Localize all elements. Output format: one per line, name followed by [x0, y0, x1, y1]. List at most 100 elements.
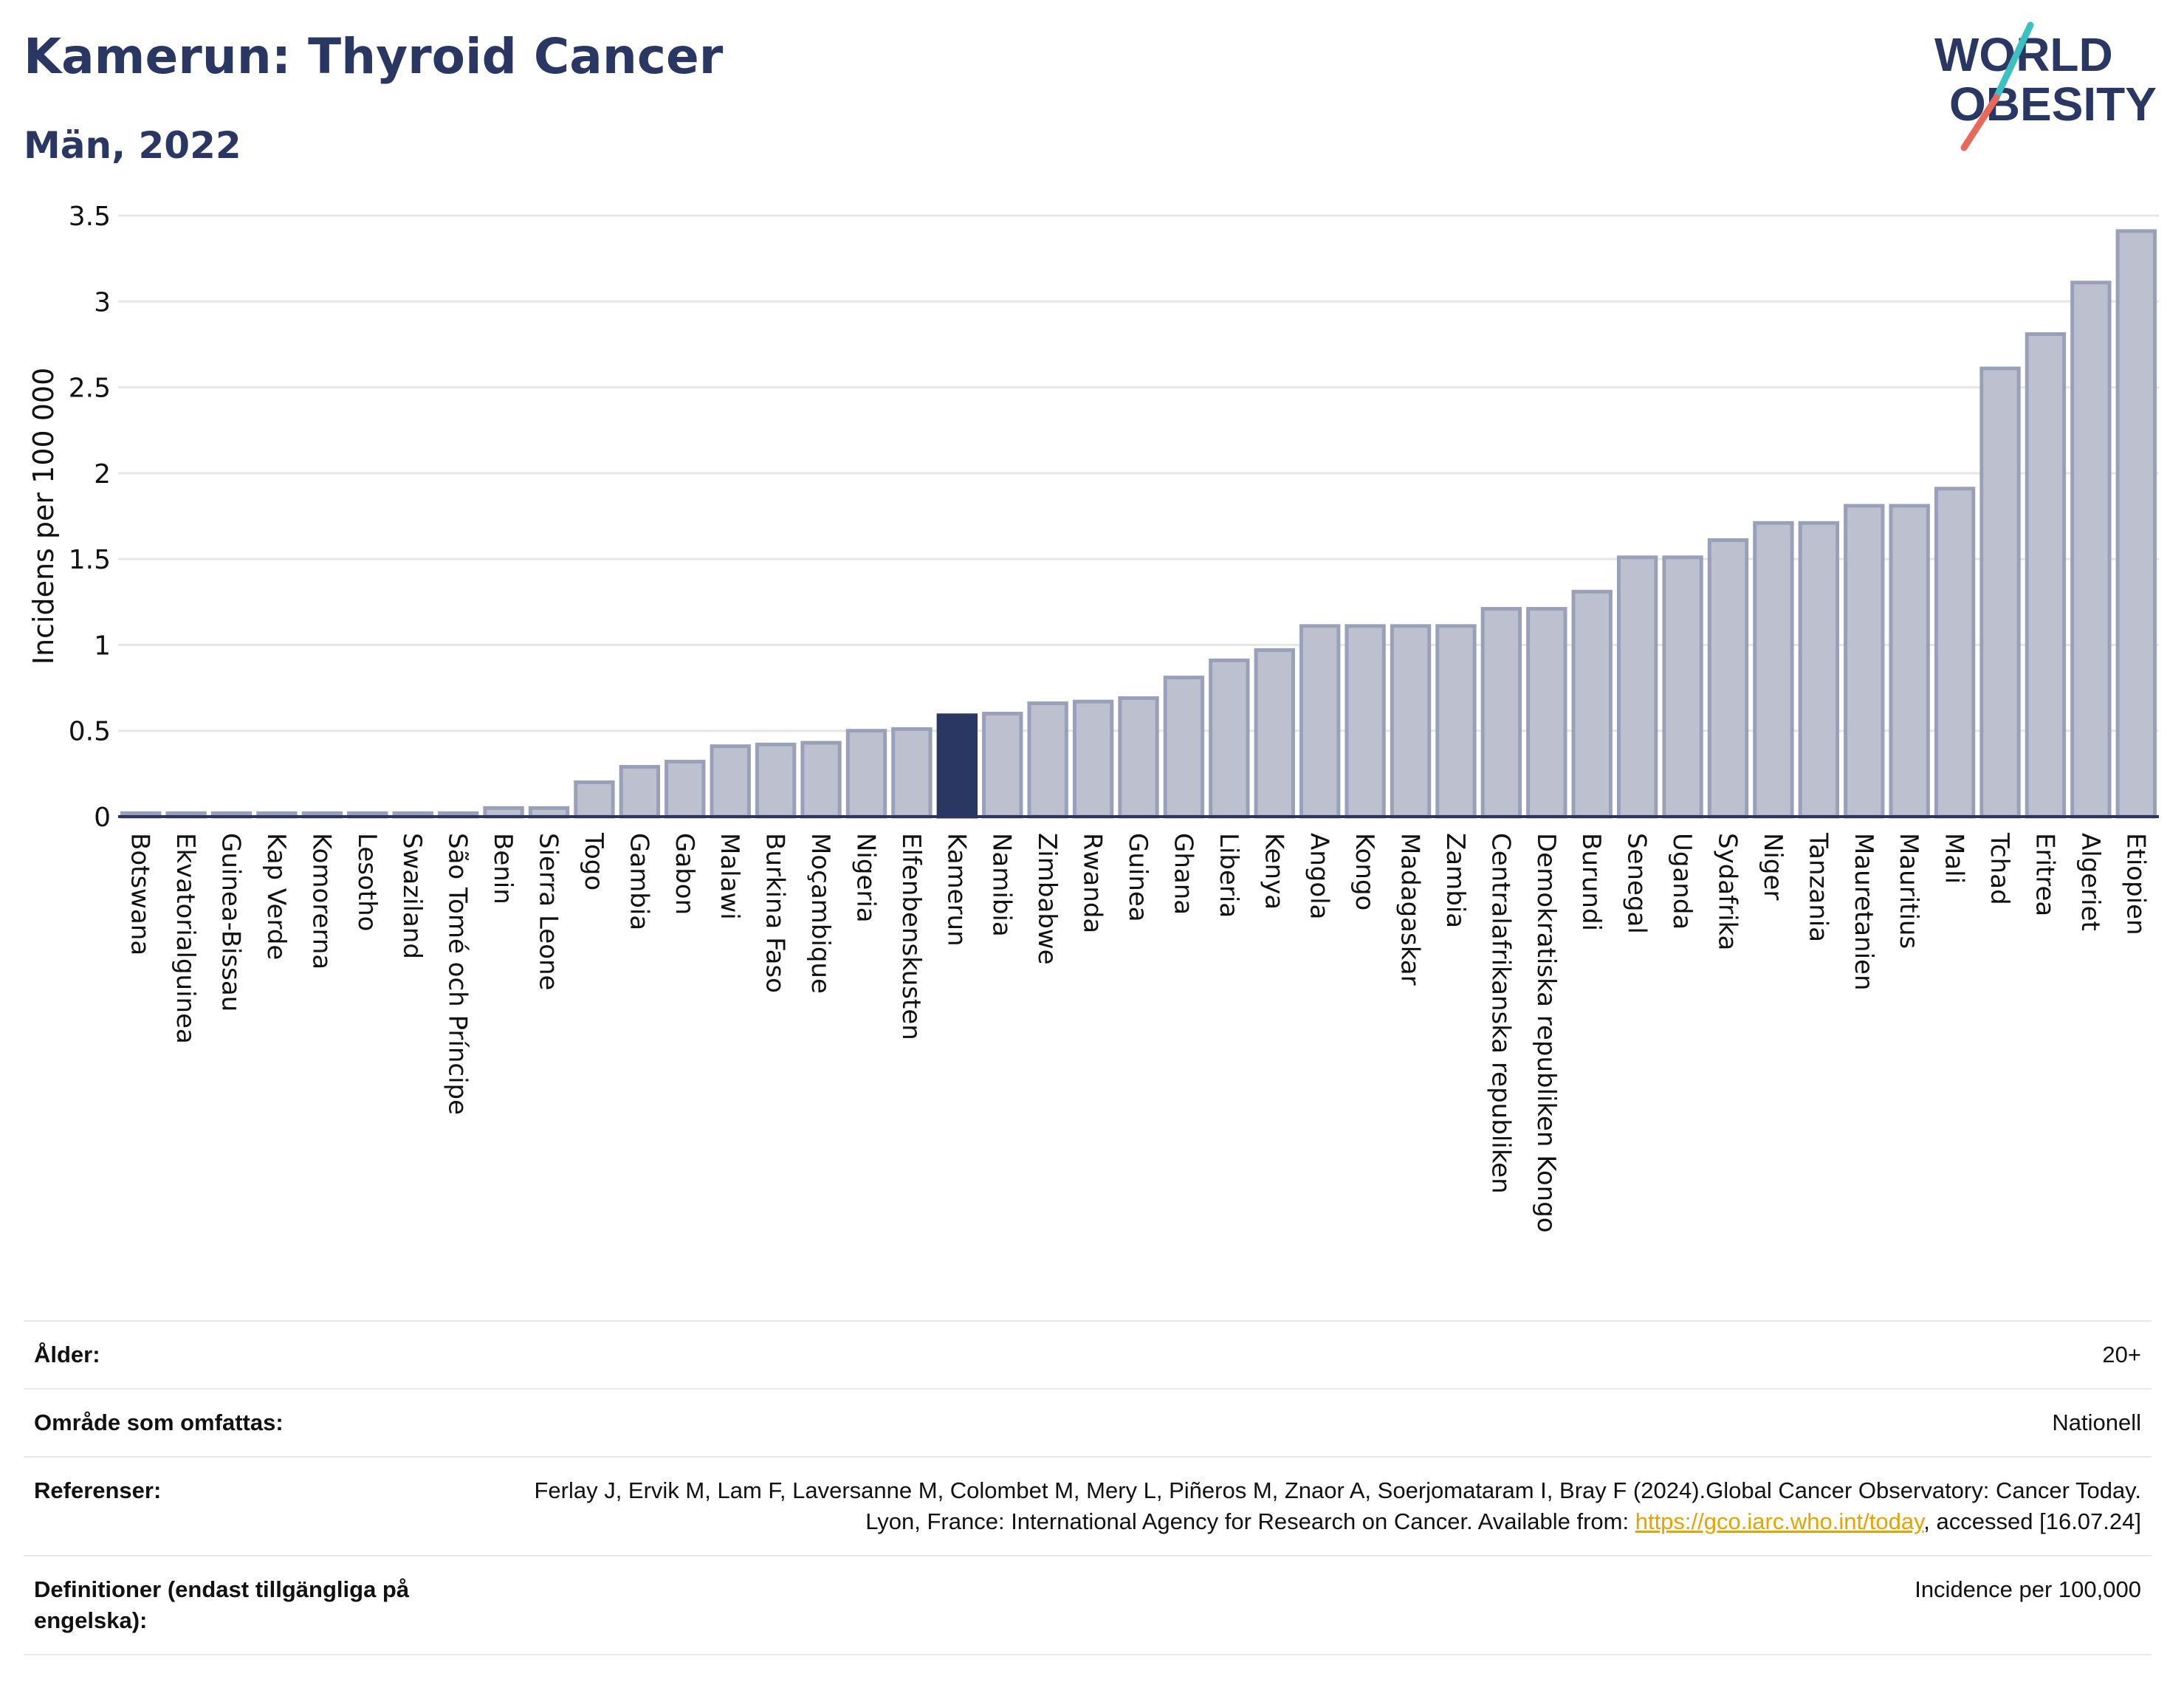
y-axis-ticks: 0 0.5 1 1.5 2 2.5 3 3.5	[69, 202, 111, 833]
info-row-coverage: Område som omfattas: Nationell	[24, 1389, 2152, 1457]
bar-angola	[1299, 624, 1341, 819]
bar-malawi	[710, 744, 751, 819]
bar-zimbabwe	[1027, 701, 1068, 819]
y-axis-title: Incidens per 100 000	[27, 368, 60, 665]
x-tick-label: Tchad	[1985, 832, 2014, 905]
x-tick-label: Liberia	[1214, 833, 1243, 918]
bar-namibia	[982, 711, 1023, 819]
x-tick-label: Burundi	[1576, 833, 1606, 931]
references-accessed: , accessed [16.07.24]	[1923, 1508, 2141, 1534]
x-tick-label: Mauretanien	[1849, 833, 1878, 991]
bar-senegal	[1616, 555, 1658, 819]
bar-gambia	[619, 765, 661, 819]
info-table: Ålder: 20+ Område som omfattas: Nationel…	[24, 1320, 2152, 1655]
x-tick-label: Namibia	[987, 833, 1017, 937]
x-tick-label: Uganda	[1667, 833, 1697, 930]
x-tick-label: Moçambique	[806, 833, 835, 994]
chart-subtitle: Män, 2022	[24, 124, 241, 167]
y-tick-label: 3	[94, 287, 111, 317]
bar-kongo	[1345, 624, 1386, 819]
bar-zambia	[1435, 624, 1477, 819]
x-tick-label: Mali	[1940, 833, 1969, 884]
bar-niger	[1753, 521, 1794, 819]
bar-mauritius	[1889, 504, 1930, 819]
bar-demokratiska-republiken-kongo	[1526, 607, 1567, 819]
x-tick-label: Kenya	[1259, 833, 1288, 910]
bar-tchad	[1979, 366, 2021, 819]
x-tick-label: Nigeria	[851, 833, 880, 923]
info-row-definitions: Definitioner (endast tillgängliga på eng…	[24, 1556, 2152, 1655]
x-tick-label: Demokratiska republiken Kongo	[1531, 833, 1561, 1233]
bar-chart: 0 0.5 1 1.5 2 2.5 3 3.5 Botswana Ekvatorialguine…	[27, 202, 2159, 1233]
coverage-label: Område som omfattas:	[34, 1410, 284, 1435]
x-tick-label: Kongo	[1350, 833, 1379, 910]
x-tick-label: Tanzania	[1803, 832, 1833, 942]
bar-burkina-faso	[755, 742, 797, 819]
x-tick-label: Mauritius	[1894, 833, 1923, 949]
x-axis-labels: Botswana Ekvatorialguinea Guinea-Bissau Kap…	[126, 832, 2151, 1233]
x-tick-label: Sydafrika	[1712, 833, 1742, 950]
x-tick-label: Swaziland	[397, 833, 427, 959]
y-tick-label: 2.5	[69, 374, 111, 404]
bar-tanzania	[1798, 521, 1840, 819]
bar-mo-ambique	[800, 741, 842, 819]
x-tick-label: Benin	[488, 833, 518, 904]
x-tick-label: Gabon	[670, 833, 699, 915]
x-tick-label: Burkina Faso	[760, 833, 790, 993]
x-tick-label: Gambia	[624, 833, 653, 930]
bar-guinea	[1118, 696, 1159, 819]
bar-kenya	[1254, 648, 1295, 819]
bar-ghana	[1163, 676, 1205, 819]
bar-liberia	[1209, 658, 1250, 819]
y-tick-label: 1.5	[69, 545, 111, 575]
x-tick-label: Zimbabwe	[1032, 833, 1062, 965]
bar-kamerun	[936, 713, 978, 819]
x-tick-label: Botswana	[126, 833, 155, 955]
bar-togo	[574, 780, 615, 819]
x-tick-label: Togo	[579, 832, 608, 890]
x-tick-label: Angola	[1305, 833, 1334, 919]
coverage-value: Nationell	[2052, 1410, 2141, 1435]
x-tick-label: Eritrea	[2030, 833, 2059, 916]
y-tick-label: 0.5	[69, 717, 111, 747]
x-tick-label: Algeriet	[2075, 833, 2105, 931]
x-tick-label: Madagaskar	[1395, 833, 1425, 986]
bar-algeriet	[2070, 281, 2112, 819]
bar-etiopien	[2115, 229, 2157, 819]
x-tick-label: Senegal	[1622, 833, 1652, 934]
x-tick-label: Centralafrikanska republiken	[1486, 833, 1515, 1194]
x-tick-label: Komorerna	[306, 833, 336, 969]
chart-title: Kamerun: Thyroid Cancer	[24, 28, 724, 85]
bar-nigeria	[845, 729, 887, 819]
x-tick-label: Niger	[1758, 833, 1788, 900]
x-tick-label: Kap Verde	[261, 833, 291, 960]
references-link[interactable]: https://gco.iarc.who.int/today	[1635, 1508, 1924, 1534]
bar-mauretanien	[1844, 504, 1885, 819]
age-value: 20+	[2102, 1342, 2141, 1367]
x-tick-label: Ekvatorialguinea	[171, 833, 200, 1044]
bar-eritrea	[2025, 332, 2067, 819]
bar-burundi	[1571, 589, 1613, 819]
references-label: Referenser:	[34, 1477, 162, 1503]
x-tick-label: Malawi	[715, 833, 744, 920]
bar-mali	[1934, 487, 1976, 819]
x-tick-label: Ghana	[1168, 833, 1198, 915]
bar-centralafrikanska-republiken	[1480, 607, 1522, 819]
references-text: Ferlay J, Ervik M, Lam F, Laversanne M, …	[534, 1477, 2141, 1534]
x-tick-label: Guinea-Bissau	[216, 833, 246, 1012]
definitions-value: Incidence per 100,000	[1915, 1576, 2141, 1602]
y-tick-label: 1	[94, 631, 111, 661]
x-tick-label: Guinea	[1123, 833, 1153, 922]
x-tick-label: Sierra Leone	[534, 833, 563, 990]
x-tick-label: Elfenbenskusten	[896, 833, 926, 1040]
logo-slash-red	[1960, 94, 2000, 151]
bar-elfenbenskusten	[891, 727, 933, 819]
bar-rwanda	[1072, 699, 1114, 819]
definitions-label: Definitioner (endast tillgängliga på eng…	[34, 1576, 410, 1633]
bar-madagaskar	[1390, 624, 1432, 819]
references-value: Ferlay J, Ervik M, Lam F, Laversanne M, …	[517, 1457, 2152, 1556]
x-tick-label: Etiopien	[2121, 833, 2150, 935]
x-tick-label: Kamerun	[941, 833, 971, 947]
x-tick-label: São Tomé och Príncipe	[443, 833, 473, 1115]
bars	[120, 229, 2157, 819]
